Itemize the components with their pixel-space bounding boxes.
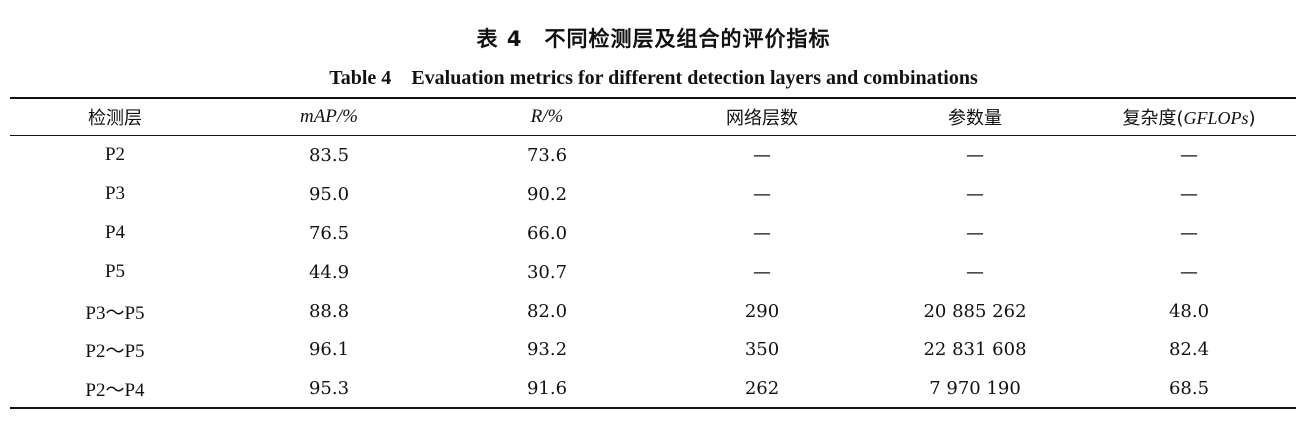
cell-recall: 30.7 [526,261,568,283]
table-row: P2 83.5 73.6 — — — [10,135,1296,175]
cell-parameters: 20 885 262 [923,300,1027,322]
cell-recall: 66.0 [526,222,568,244]
table-title-chinese: 不同检测层及组合的评价指标 [544,27,831,51]
cell-network-layers: 350 [744,339,780,361]
cell-complexity: — [1180,144,1198,166]
header-complexity-suffix: ) [1248,108,1256,129]
cell-detection-layer: P4 [104,222,126,244]
cell-complexity: 68.5 [1168,378,1210,400]
cell-map: 95.0 [308,183,350,205]
cell-network-layers: — [753,261,771,283]
cell-parameters: — [966,183,984,205]
cell-detection-layer: P5 [104,261,126,283]
cell-network-layers: — [753,183,771,205]
header-network-layers: 网络层数 [726,108,798,129]
table-title-english: Evaluation metrics for different detecti… [411,67,978,89]
table-row: P3～P5 88.8 82.0 290 20 885 262 48.0 [10,292,1296,331]
cell-complexity: — [1180,183,1198,205]
cell-complexity: — [1180,261,1198,283]
cell-detection-layer: P3～P5 [85,302,145,324]
cell-network-layers: 262 [744,378,780,400]
header-complexity-prefix: 复杂度( [1122,108,1184,129]
cell-recall: 82.0 [526,300,568,322]
cell-parameters: — [966,261,984,283]
cell-recall: 91.6 [526,378,568,400]
cell-map: 76.5 [308,222,350,244]
table-header-row: 检测层 mAP/% R/% 网络层数 参数量 复杂度(GFLOPs) [10,99,1296,135]
header-complexity-unit: GFLOPs [1183,108,1249,128]
header-detection-layer: 检测层 [88,108,142,129]
table-header-rule [10,135,1296,136]
header-recall: R/% [530,106,564,127]
cell-network-layers: — [753,222,771,244]
cell-map: 96.1 [308,339,350,361]
header-map: mAP/% [299,106,359,127]
cell-recall: 73.6 [526,144,568,166]
cell-complexity: 82.4 [1168,339,1210,361]
table-row: P5 44.9 30.7 — — — [10,253,1296,292]
cell-map: 44.9 [308,261,350,283]
cell-map: 95.3 [308,378,350,400]
header-parameters: 参数量 [948,108,1002,129]
table-row: P3 95.0 90.2 — — — [10,175,1296,214]
cell-detection-layer: P2～P4 [85,380,145,402]
cell-detection-layer: P2 [104,144,126,166]
cell-complexity: — [1180,222,1198,244]
cell-map: 83.5 [308,144,350,166]
table-bottom-rule [10,407,1296,409]
metrics-table: 检测层 mAP/% R/% 网络层数 参数量 复杂度(GFLOPs) P2 83… [10,99,1296,408]
cell-detection-layer: P2～P5 [85,341,145,363]
table-top-rule [10,97,1296,99]
table-caption-chinese: 表 4 不同检测层及组合的评价指标 [0,24,1307,54]
cell-network-layers: 290 [744,300,780,322]
table-number-chinese: 表 4 [476,27,523,51]
cell-network-layers: — [753,144,771,166]
cell-parameters: — [966,222,984,244]
header-complexity: 复杂度(GFLOPs) [1082,99,1296,135]
cell-parameters: — [966,144,984,166]
table-number-english: Table 4 [329,67,392,89]
cell-complexity: 48.0 [1168,300,1210,322]
cell-map: 88.8 [308,300,350,322]
cell-parameters: 7 970 190 [929,378,1021,400]
cell-detection-layer: P3 [104,183,126,205]
cell-recall: 93.2 [526,339,568,361]
cell-recall: 90.2 [526,183,568,205]
table-row: P2～P4 95.3 91.6 262 7 970 190 68.5 [10,369,1296,408]
table-caption-english: Table 4 Evaluation metrics for different … [0,64,1307,92]
cell-parameters: 22 831 608 [923,339,1027,361]
table-row: P2～P5 96.1 93.2 350 22 831 608 82.4 [10,330,1296,369]
table-row: P4 76.5 66.0 — — — [10,214,1296,253]
